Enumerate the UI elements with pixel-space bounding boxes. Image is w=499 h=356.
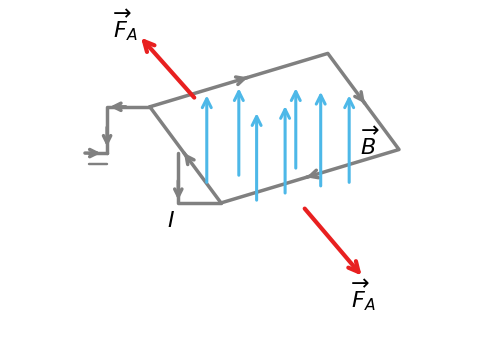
Text: $\overrightarrow{F}_A$: $\overrightarrow{F}_A$ xyxy=(351,278,376,313)
Text: $\overrightarrow{F}_A$: $\overrightarrow{F}_A$ xyxy=(113,7,137,43)
Text: $I$: $I$ xyxy=(167,211,175,231)
Text: $\overrightarrow{B}$: $\overrightarrow{B}$ xyxy=(360,126,381,158)
